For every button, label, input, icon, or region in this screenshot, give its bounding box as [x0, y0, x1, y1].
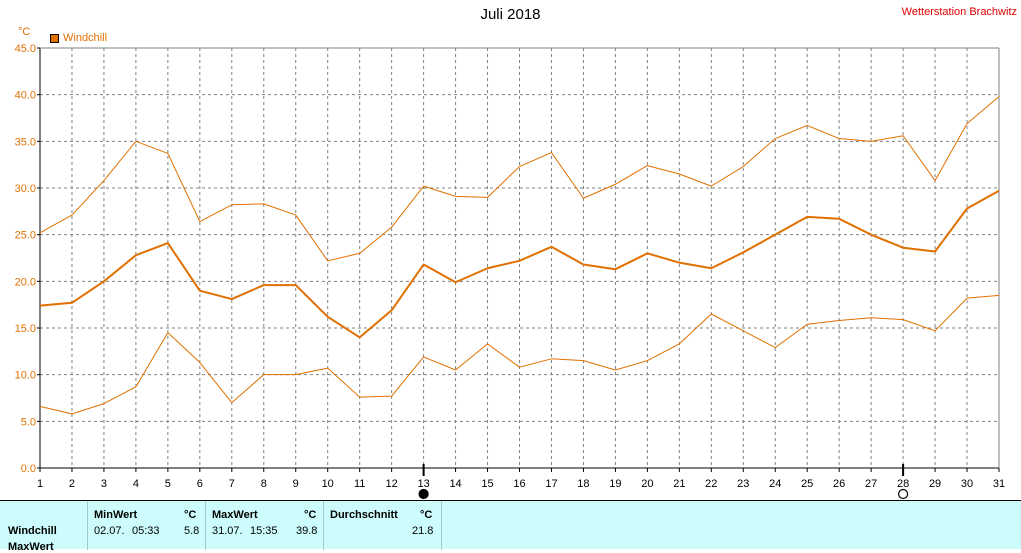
x-tick-label: 7 [229, 478, 235, 490]
summary-avg-cell: Durchschnitt °C 21.8 [324, 501, 442, 550]
min-value: 5.8 [184, 525, 200, 537]
x-tick-label: 19 [609, 478, 621, 490]
avg-value: 21.8 [412, 525, 434, 537]
min-header: MinWert [94, 509, 138, 521]
x-tick-label: 9 [293, 478, 299, 490]
x-tick-label: 4 [133, 478, 139, 490]
series-line-min [39, 294, 1000, 415]
y-tick-label: 5.0 [21, 416, 36, 428]
y-tick-label: 20.0 [15, 276, 36, 288]
y-tick-label: 30.0 [15, 183, 36, 195]
max-unit: °C [304, 509, 317, 521]
summary-row-label-2: MaxWert [8, 541, 54, 553]
x-tick-label: 28 [897, 478, 909, 490]
x-tick-label: 13 [417, 478, 429, 490]
x-tick-label: 17 [545, 478, 557, 490]
x-tick-label: 3 [101, 478, 107, 490]
x-tick-label: 21 [673, 478, 685, 490]
x-tick-label: 11 [354, 478, 365, 490]
x-tick-label: 8 [261, 478, 267, 490]
summary-row-label: Windchill [8, 525, 57, 537]
x-tick-label: 31 [993, 478, 1005, 490]
x-tick-label: 15 [481, 478, 493, 490]
series-line-avg [39, 189, 1000, 339]
max-header: MaxWert [212, 509, 258, 521]
y-tick-label: 40.0 [15, 90, 36, 102]
x-tick-label: 25 [801, 478, 813, 490]
x-tick-label: 23 [737, 478, 749, 490]
max-time: 15:35 [250, 525, 278, 537]
x-tick-label: 30 [961, 478, 973, 490]
x-tick-label: 26 [833, 478, 845, 490]
y-tick-label: 35.0 [15, 136, 36, 148]
station-name: Wetterstation Brachwitz [901, 6, 1017, 18]
y-tick-label: 10.0 [15, 370, 36, 382]
x-tick-label: 14 [449, 478, 461, 490]
max-date: 31.07. [212, 525, 243, 537]
x-tick-label: 29 [929, 478, 941, 490]
windchill-chart: 0.05.010.015.020.025.030.035.040.045.01 2… [15, 43, 1005, 500]
summary-panel: Windchill MaxWert MinWert °C 02.07. 05:3… [0, 500, 1021, 553]
summary-max-cell: MaxWert °C 31.07. 15:35 39.8 [206, 501, 324, 550]
x-tick-label: 12 [386, 478, 398, 490]
y-tick-label: 15.0 [15, 323, 36, 335]
x-tick-label: 24 [769, 478, 781, 490]
x-tick-label: 2 [69, 478, 75, 490]
x-tick-label: 22 [705, 478, 717, 490]
min-unit: °C [184, 509, 197, 521]
x-tick-label: 5 [165, 478, 171, 490]
legend-swatch [50, 33, 59, 43]
x-tick-label: 27 [865, 478, 877, 490]
min-date: 02.07. [94, 525, 125, 537]
max-value: 39.8 [296, 525, 318, 537]
y-tick-label: 45.0 [15, 43, 36, 55]
x-tick-label: 10 [322, 478, 334, 490]
y-unit-label: °C [18, 26, 31, 38]
new-moon-icon [418, 488, 429, 500]
y-tick-label: 0.0 [21, 463, 36, 475]
min-time: 05:33 [132, 525, 160, 537]
chart-title: Juli 2018 [480, 6, 541, 23]
x-tick-label: 20 [641, 478, 653, 490]
summary-min-cell: MinWert °C 02.07. 05:33 5.8 [88, 501, 206, 550]
x-tick-label: 18 [577, 478, 589, 490]
legend-label: Windchill [63, 32, 108, 44]
x-tick-label: 16 [513, 478, 525, 490]
avg-header: Durchschnitt [330, 509, 398, 521]
series-line-max [39, 96, 1000, 262]
legend: Windchill [50, 32, 107, 44]
y-tick-label: 25.0 [15, 230, 36, 242]
full-moon-icon [897, 488, 909, 500]
summary-row-labels: Windchill MaxWert [0, 501, 88, 553]
x-tick-label: 1 [37, 478, 43, 490]
x-tick-label: 6 [197, 478, 203, 490]
avg-unit: °C [420, 509, 433, 521]
